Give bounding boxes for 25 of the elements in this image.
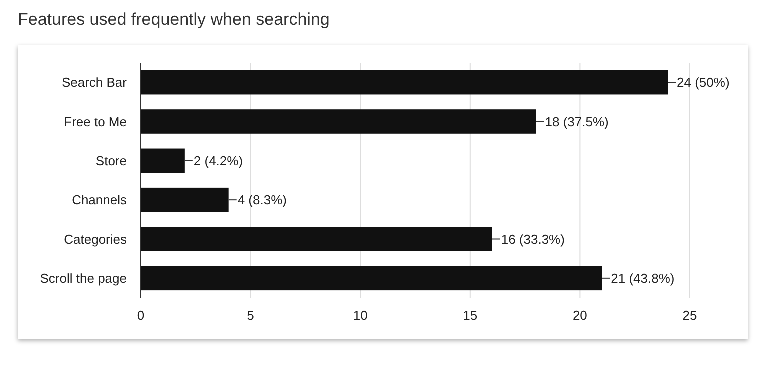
bar — [141, 110, 536, 134]
bar — [141, 188, 229, 212]
y-tick-label: Scroll the page — [40, 270, 127, 286]
bar — [141, 227, 492, 252]
y-tick-label: Channels — [72, 192, 128, 208]
x-tick-label: 15 — [463, 308, 478, 323]
y-tick-label: Search Bar — [62, 75, 128, 90]
chart-title: Features used frequently when searching — [18, 10, 330, 29]
bar — [141, 148, 185, 174]
y-tick-label: Store — [96, 153, 127, 168]
x-tick-label: 0 — [137, 308, 145, 323]
data-label: 18 (37.5%) — [545, 114, 609, 130]
data-label: 24 (50%) — [677, 75, 730, 90]
x-tick-label: 5 — [247, 308, 254, 323]
y-tick-label: Categories — [64, 232, 128, 247]
data-label: 21 (43.8%) — [611, 270, 675, 286]
data-label: 2 (4.2%) — [194, 153, 244, 168]
x-tick-label: 10 — [353, 308, 368, 323]
data-label: 16 (33.3%) — [501, 232, 565, 247]
bar — [141, 70, 668, 95]
x-tick-label: 25 — [682, 308, 698, 323]
x-tick-label: 20 — [572, 308, 588, 323]
data-label: 4 (8.3%) — [238, 192, 287, 208]
bar — [141, 266, 602, 291]
y-tick-label: Free to Me — [64, 114, 127, 130]
